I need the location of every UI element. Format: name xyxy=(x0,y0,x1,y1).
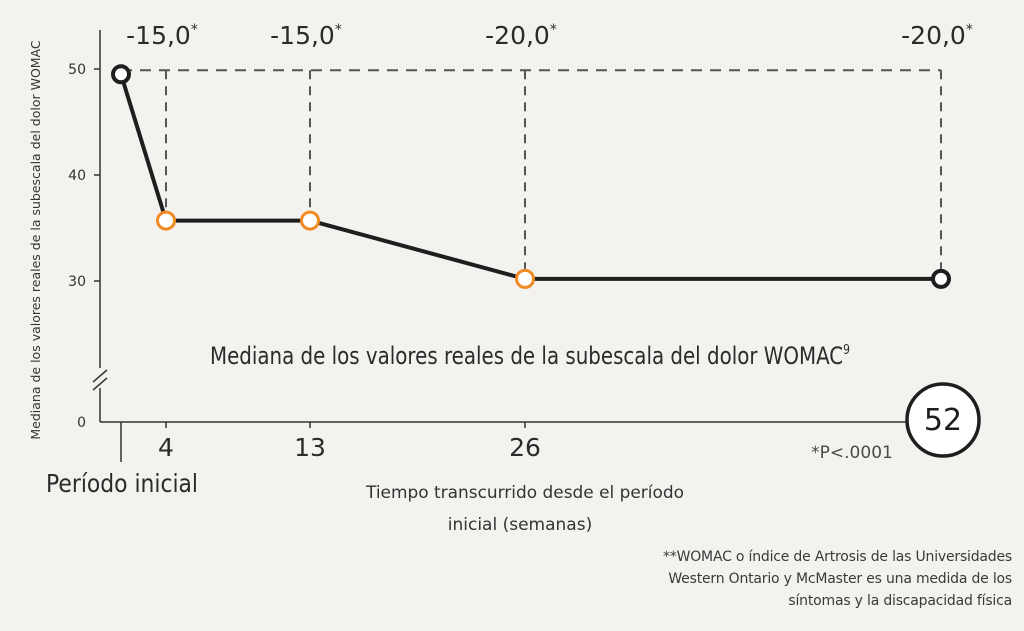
chart-title: Mediana de los valores reales de la sube… xyxy=(210,342,850,370)
change-label: -15,0* xyxy=(126,21,198,50)
significance-mark: * xyxy=(966,22,973,38)
x-tick-label: 52 xyxy=(924,403,962,438)
x-axis-title: inicial (semanas) xyxy=(448,515,592,535)
change-value: -15,0 xyxy=(270,21,335,50)
significance-note: *P<.0001 xyxy=(811,443,893,463)
x-tick-label: 26 xyxy=(509,433,541,462)
y-axis-title: Mediana de los valores reales de la sube… xyxy=(28,40,43,440)
footnote-line: **WOMAC o índice de Artrosis de las Univ… xyxy=(663,549,1012,565)
y-tick-label: 0 xyxy=(77,415,86,431)
axis-break-mark xyxy=(92,369,108,383)
significance-mark: * xyxy=(191,22,198,38)
data-point xyxy=(156,210,176,231)
change-value: -20,0 xyxy=(901,21,966,50)
x-tick-label: 13 xyxy=(294,433,326,462)
y-tick-label: 40 xyxy=(68,168,86,184)
data-point xyxy=(111,64,131,85)
footnote: **WOMAC o índice de Artrosis de las Univ… xyxy=(632,546,1012,612)
chart-title-superscript: 9 xyxy=(843,343,850,358)
data-point xyxy=(515,268,535,289)
y-tick-label: 50 xyxy=(68,62,86,78)
chart-title-text: Mediana de los valores reales de la sube… xyxy=(210,342,843,370)
change-label: -20,0* xyxy=(901,21,973,50)
change-value: -15,0 xyxy=(126,21,191,50)
week-52-circle xyxy=(905,382,981,458)
significance-mark: * xyxy=(550,22,557,38)
series-line xyxy=(119,73,941,281)
change-value: -20,0 xyxy=(485,21,550,50)
x-axis-title: Tiempo transcurrido desde el período xyxy=(365,483,684,503)
footnote-line: síntomas y la discapacidad física xyxy=(788,593,1012,609)
data-point xyxy=(931,268,951,289)
baseline-label: Período inicial xyxy=(46,469,198,498)
x-tick-label: 4 xyxy=(158,433,174,462)
data-point xyxy=(300,210,320,231)
y-tick-label: 30 xyxy=(68,274,86,290)
change-label: -15,0* xyxy=(270,21,342,50)
footnote-line: Western Ontario y McMaster es una medida… xyxy=(668,571,1012,587)
change-label: -20,0* xyxy=(485,21,557,50)
significance-mark: * xyxy=(335,22,342,38)
axis-break-mark xyxy=(92,377,108,391)
